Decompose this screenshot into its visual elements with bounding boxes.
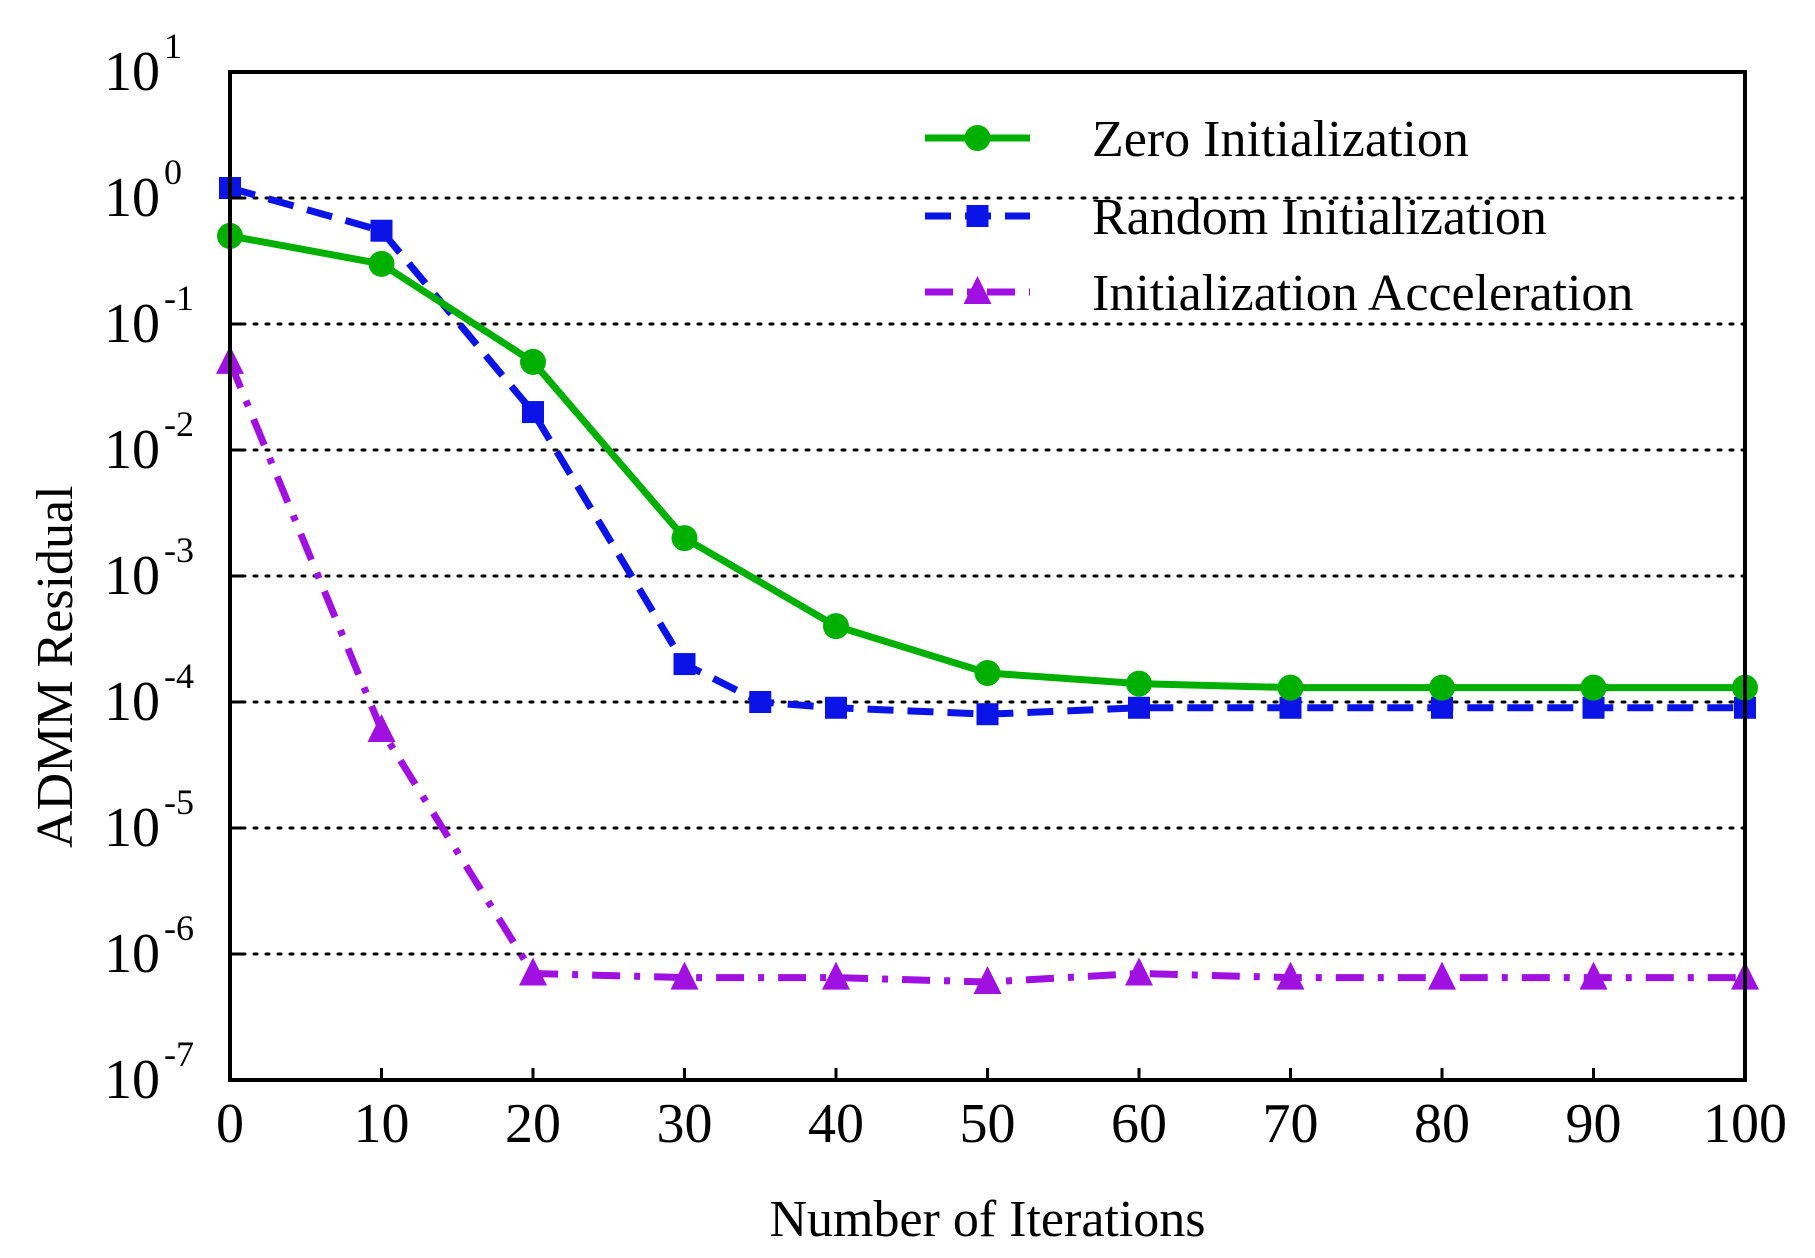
y-tick-label: 10 xyxy=(104,41,160,103)
series-line xyxy=(229,184,1745,718)
y-tick-label: 10 xyxy=(104,797,160,859)
data-point xyxy=(1128,696,1150,719)
x-tick-label: 0 xyxy=(216,1093,244,1155)
legend-label: Random Initialization xyxy=(1092,189,1547,246)
data-point xyxy=(1580,674,1607,701)
data-point xyxy=(825,696,847,719)
legend-label: Initialization Acceleration xyxy=(1092,265,1633,322)
x-tick-label: 50 xyxy=(960,1093,1016,1155)
legend-marker xyxy=(964,125,991,151)
x-tick-label: 100 xyxy=(1703,1093,1787,1155)
data-point xyxy=(519,957,547,986)
y-tick-exponent: 1 xyxy=(164,26,182,66)
x-tick-label: 10 xyxy=(354,1093,410,1155)
data-point xyxy=(823,613,849,640)
y-tick-exponent: -3 xyxy=(164,530,194,570)
y-tick-exponent: -6 xyxy=(164,908,194,948)
x-tick-label: 60 xyxy=(1111,1093,1167,1155)
legend: Zero Initialization Random Initialization… xyxy=(925,111,1633,322)
data-point xyxy=(367,713,396,742)
y-tick-exponent: -5 xyxy=(164,782,194,822)
y-tick-exponent: -7 xyxy=(164,1034,194,1074)
data-point xyxy=(673,653,696,676)
x-axis-title: Number of Iterations xyxy=(769,1191,1205,1248)
data-point xyxy=(1579,961,1608,990)
data-point xyxy=(1431,696,1453,719)
data-point xyxy=(1428,961,1456,990)
x-tick-label: 20 xyxy=(505,1093,561,1155)
data-point xyxy=(370,219,393,242)
y-tick-exponent: 0 xyxy=(164,152,182,192)
y-tick-label: 10 xyxy=(104,293,160,355)
series-group xyxy=(216,177,1759,994)
data-point xyxy=(671,525,698,552)
legend-item: Initialization Acceleration xyxy=(925,265,1633,322)
series-circle xyxy=(217,222,1758,701)
data-point xyxy=(1277,674,1304,701)
data-point xyxy=(368,250,395,277)
x-tick-label: 40 xyxy=(808,1093,864,1155)
data-point xyxy=(1582,696,1605,719)
data-point xyxy=(976,703,999,726)
data-point xyxy=(973,965,1002,994)
x-tick-label: 70 xyxy=(1263,1093,1319,1155)
legend-marker xyxy=(966,205,989,227)
data-point xyxy=(1276,961,1305,990)
y-axis-title: ADMM Residual xyxy=(27,485,84,848)
legend-item: Zero Initialization xyxy=(925,111,1469,168)
y-tick-exponent: -4 xyxy=(164,656,194,696)
y-tick-label: 10 xyxy=(104,545,160,607)
grid-lines xyxy=(228,196,1747,956)
y-tick-label: 10 xyxy=(104,167,160,229)
x-tick-label: 30 xyxy=(657,1093,713,1155)
data-point xyxy=(974,659,1001,686)
y-tick-exponent: -2 xyxy=(164,404,194,444)
legend-marker xyxy=(963,276,992,304)
data-point xyxy=(822,961,850,990)
y-tick-exponent: -1 xyxy=(164,278,194,318)
x-tick-label: 90 xyxy=(1566,1093,1622,1155)
data-point xyxy=(670,961,699,990)
data-point xyxy=(520,348,546,375)
legend-label: Zero Initialization xyxy=(1092,111,1469,168)
y-tick-label: 10 xyxy=(104,923,160,985)
y-tick-label: 10 xyxy=(104,1049,160,1111)
x-tick-label: 80 xyxy=(1414,1093,1470,1155)
x-axis-ticks: 0 10 20 30 40 50 60 70 80 90 100 xyxy=(216,1068,1787,1155)
data-point xyxy=(522,401,544,424)
legend-item: Random Initialization xyxy=(925,189,1547,246)
data-point xyxy=(1279,696,1302,719)
data-point xyxy=(1125,957,1153,986)
data-point xyxy=(1429,674,1455,701)
y-tick-label: 10 xyxy=(104,671,160,733)
y-tick-label: 10 xyxy=(104,419,160,481)
series-square xyxy=(219,177,1756,726)
data-point xyxy=(749,691,772,713)
data-point xyxy=(1126,670,1152,697)
